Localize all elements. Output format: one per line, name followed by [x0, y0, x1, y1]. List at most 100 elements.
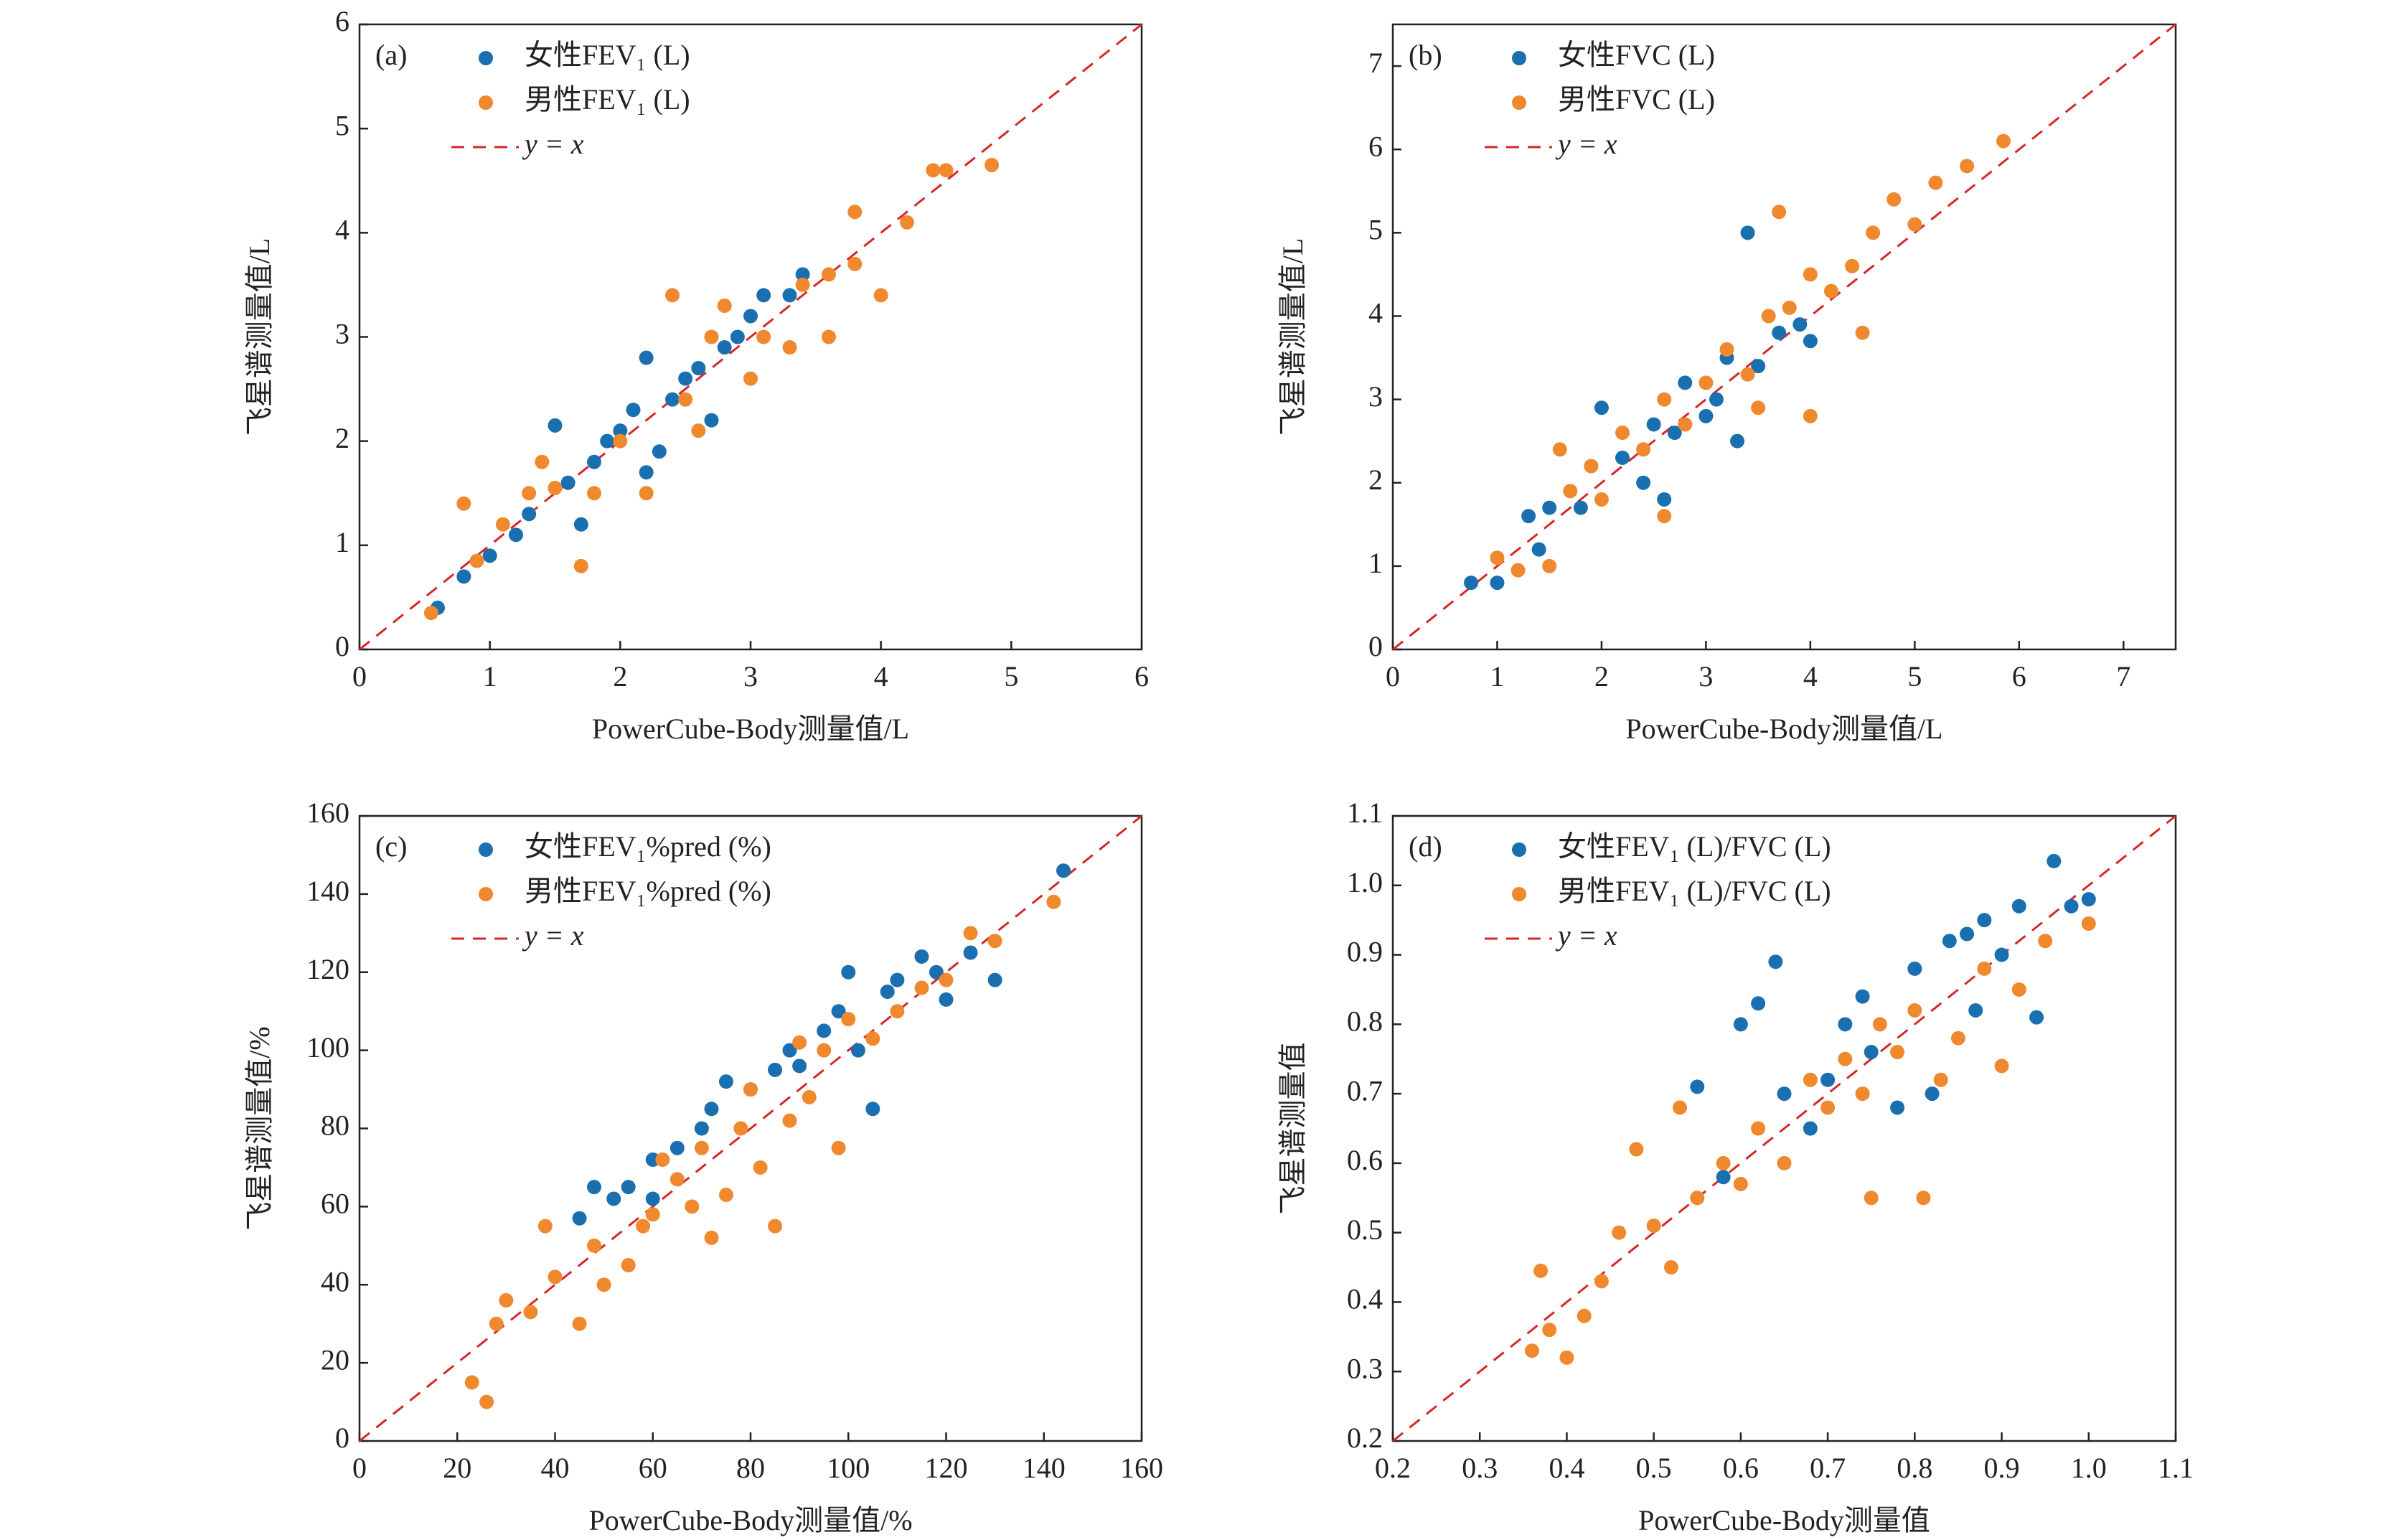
- point: [1751, 359, 1766, 374]
- point: [1559, 1350, 1574, 1365]
- point: [2038, 934, 2053, 949]
- point: [1890, 1100, 1905, 1115]
- legend-label: y = x: [1555, 128, 1617, 160]
- point: [1629, 1142, 1644, 1157]
- point: [2029, 1010, 2044, 1025]
- point: [587, 1238, 601, 1253]
- x-tick-label: 160: [1120, 1452, 1163, 1484]
- y-tick-label: 4: [335, 214, 349, 246]
- panel-label: (b): [1409, 39, 1442, 71]
- point: [1709, 392, 1724, 407]
- panel-label: (d): [1409, 830, 1442, 863]
- x-tick-label: 0: [352, 1452, 367, 1484]
- point: [1751, 996, 1766, 1011]
- point: [743, 1082, 758, 1097]
- point: [1594, 1274, 1609, 1289]
- point: [704, 1102, 719, 1117]
- point: [873, 288, 888, 303]
- x-tick-label: 0.3: [1462, 1452, 1498, 1484]
- legend-label: y = x: [1555, 919, 1617, 952]
- plot-frame: [1391, 23, 2177, 651]
- point: [782, 340, 797, 355]
- x-tick-label: 100: [827, 1452, 870, 1484]
- panel: 0.2 0.3 0.4 0.5 0.6 0.7 0.8 0.9 1.0 1.1 0.2 0.3 0.4 0…: [1277, 797, 2194, 1536]
- point: [1928, 175, 1943, 190]
- point: [548, 418, 563, 433]
- point: [963, 926, 978, 941]
- point: [1716, 1155, 1731, 1170]
- point: [489, 1316, 504, 1331]
- point: [768, 1219, 783, 1234]
- point: [1845, 258, 1860, 273]
- y-axis-label: 飞星谱测量值/L: [1277, 238, 1309, 436]
- y-tick-label: 20: [321, 1343, 349, 1376]
- point: [1678, 417, 1693, 432]
- y-tick-label: 0: [335, 630, 349, 662]
- point: [1690, 1191, 1705, 1206]
- reference-line: [359, 814, 1142, 1442]
- x-tick-label: 120: [925, 1452, 968, 1484]
- point: [560, 475, 575, 490]
- y-axis-label: 飞星谱测量值/%: [243, 1026, 276, 1230]
- point: [768, 1062, 783, 1077]
- point: [596, 1277, 611, 1292]
- point: [890, 1004, 905, 1019]
- x-tick-label: 3: [1698, 660, 1713, 692]
- point: [548, 1269, 563, 1285]
- point: [890, 972, 905, 987]
- point: [1977, 961, 1992, 976]
- point: [704, 329, 719, 344]
- point: [482, 548, 497, 563]
- point: [587, 454, 601, 469]
- point: [929, 964, 944, 980]
- x-axis-label: PowerCube-Body测量值: [1638, 1504, 1930, 1536]
- y-tick-label: 60: [321, 1188, 349, 1220]
- point: [1730, 433, 1745, 449]
- point: [572, 1316, 587, 1331]
- point: [743, 309, 758, 324]
- point: [841, 964, 856, 980]
- point: [1594, 492, 1609, 507]
- x-tick-label: 0.7: [1810, 1452, 1846, 1484]
- x-tick-label: 0: [1386, 660, 1400, 692]
- y-tick-label: 5: [335, 109, 349, 141]
- y-tick-label: 0.2: [1347, 1422, 1383, 1454]
- point: [1907, 1003, 1922, 1018]
- x-tick-label: 1: [1490, 660, 1504, 692]
- point: [691, 361, 706, 376]
- point: [1872, 1017, 1887, 1032]
- x-tick-label: 0.8: [1897, 1452, 1932, 1484]
- point: [1855, 989, 1870, 1004]
- y-tick-label: 2: [335, 422, 349, 454]
- x-tick-label: 140: [1023, 1452, 1066, 1484]
- y-tick-label: 0.4: [1347, 1283, 1383, 1315]
- point: [1994, 1058, 2009, 1074]
- point: [669, 1140, 685, 1155]
- legend-label: 女性FVC (L): [1558, 39, 1715, 71]
- point: [2011, 982, 2026, 997]
- point: [1657, 392, 1672, 407]
- point: [1968, 1003, 1983, 1018]
- point: [1552, 442, 1567, 457]
- y-tick-label: 3: [1368, 380, 1383, 413]
- x-tick-label: 0.4: [1549, 1452, 1584, 1484]
- point: [792, 1058, 807, 1074]
- y-tick-label: 40: [321, 1265, 349, 1297]
- x-tick-label: 4: [1803, 660, 1818, 692]
- x-tick-label: 0.6: [1723, 1452, 1759, 1484]
- legend-marker: [479, 842, 493, 857]
- x-tick-label: 6: [1134, 660, 1149, 692]
- point: [2064, 898, 2079, 914]
- x-tick-label: 0.2: [1375, 1452, 1411, 1484]
- point: [1046, 894, 1061, 909]
- point: [865, 1102, 880, 1117]
- x-tick-label: 80: [736, 1452, 765, 1484]
- point: [1698, 375, 1714, 390]
- point: [645, 1207, 660, 1222]
- point: [652, 444, 667, 459]
- point: [1716, 1170, 1731, 1185]
- y-tick-label: 1.1: [1347, 797, 1383, 829]
- panel-label: (c): [375, 830, 407, 863]
- legend-marker: [1512, 842, 1526, 857]
- point: [456, 496, 471, 511]
